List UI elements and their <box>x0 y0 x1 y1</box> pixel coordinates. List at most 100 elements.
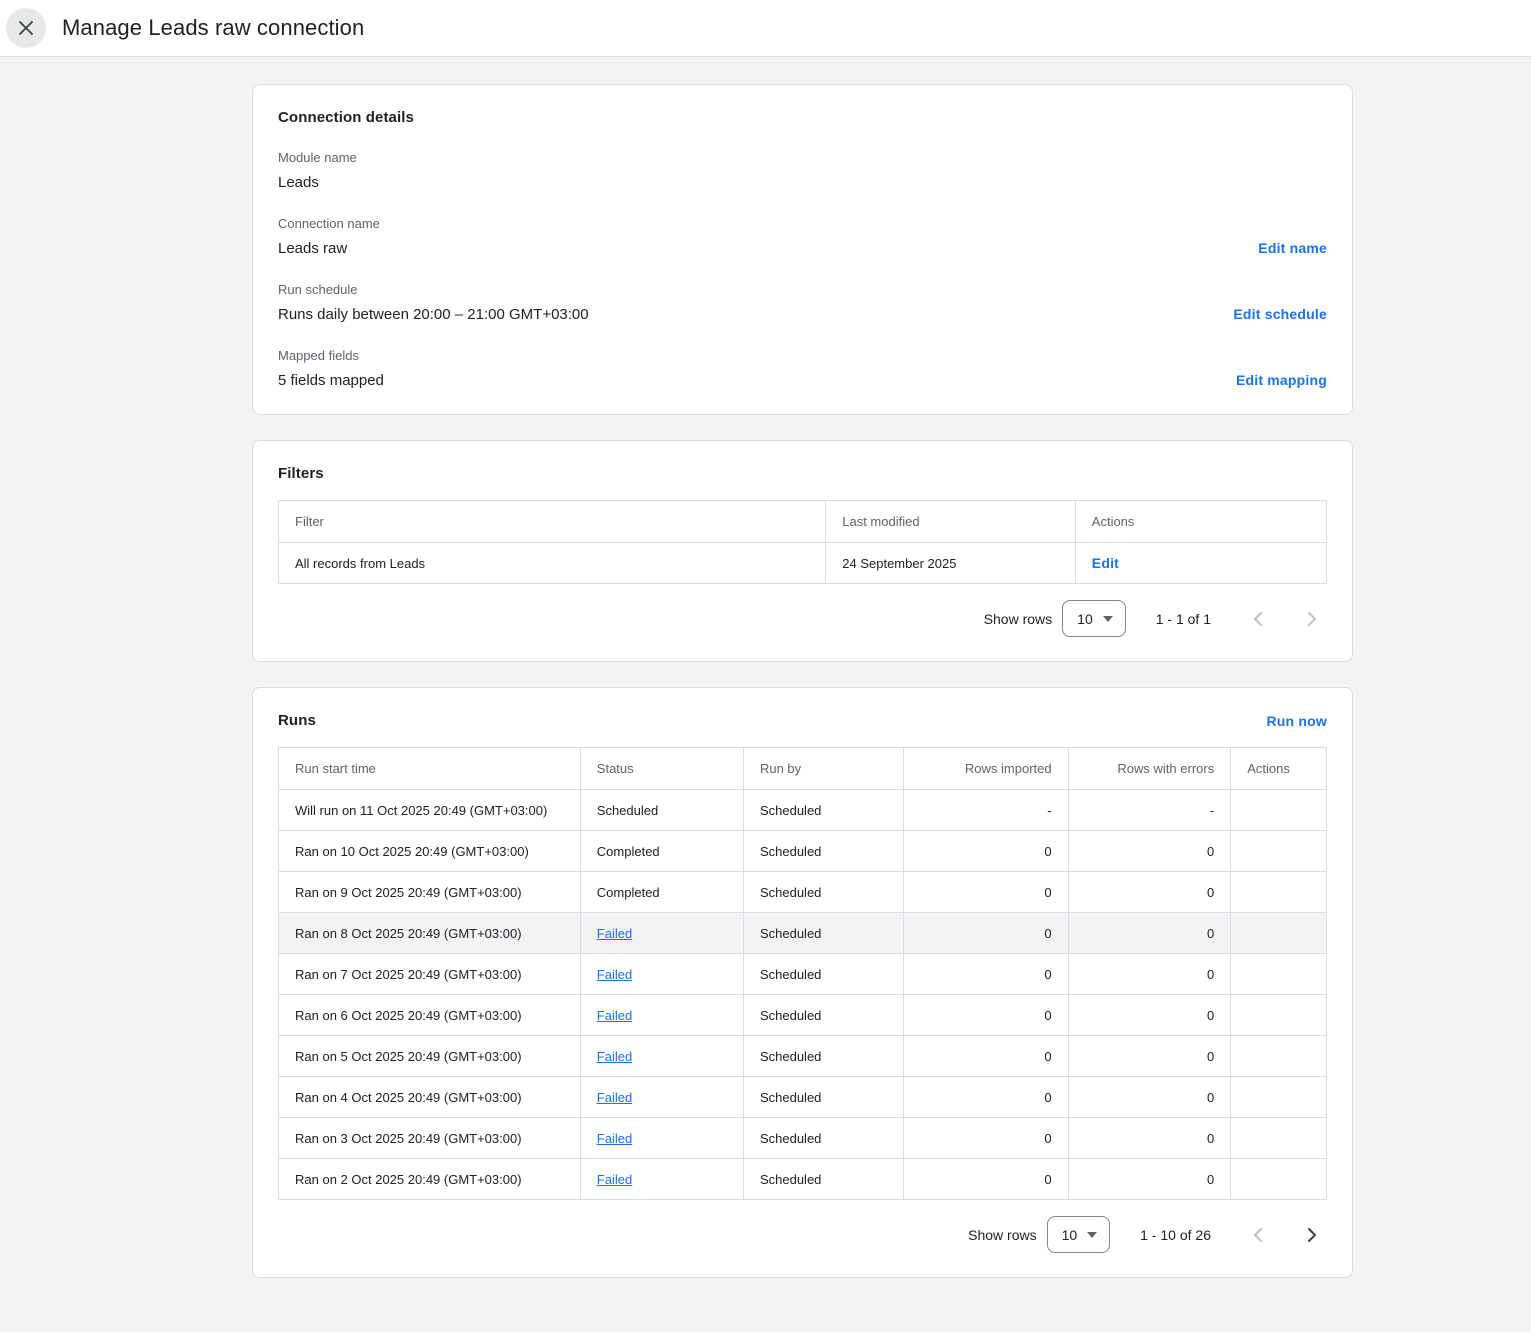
field-value: Leads raw <box>278 240 347 257</box>
field-connection-name: Connection name Leads raw Edit name <box>278 216 1327 258</box>
filters-title: Filters <box>278 465 1327 482</box>
close-button[interactable] <box>6 8 46 48</box>
runs-page-size-select[interactable]: 10 <box>1047 1216 1111 1253</box>
run-by-cell: Scheduled <box>743 1118 903 1159</box>
run-status-failed-link[interactable]: Failed <box>597 1172 632 1187</box>
run-status-cell: Failed <box>580 954 743 995</box>
run-status-failed-link[interactable]: Failed <box>597 1131 632 1146</box>
run-by-cell: Scheduled <box>743 954 903 995</box>
run-by-cell: Scheduled <box>743 831 903 872</box>
show-rows-label: Show rows <box>984 611 1052 627</box>
run-by-cell: Scheduled <box>743 1159 903 1200</box>
rows-with-errors-cell: 0 <box>1068 831 1231 872</box>
rows-with-errors-cell: 0 <box>1068 913 1231 954</box>
filters-page-size-select[interactable]: 10 <box>1062 600 1126 637</box>
chevron-left-icon <box>1251 1227 1265 1243</box>
field-label: Connection name <box>278 216 1327 231</box>
field-module-name: Module name Leads <box>278 150 1327 192</box>
run-actions-cell <box>1231 1036 1327 1077</box>
run-start-time-cell: Ran on 9 Oct 2025 20:49 (GMT+03:00) <box>279 872 581 913</box>
run-status-cell: Scheduled <box>580 790 743 831</box>
run-status-cell: Completed <box>580 831 743 872</box>
rows-with-errors-cell: 0 <box>1068 1077 1231 1118</box>
runs-card: Runs Run now Run start time Status Run b… <box>252 687 1353 1278</box>
run-start-time-cell: Ran on 7 Oct 2025 20:49 (GMT+03:00) <box>279 954 581 995</box>
run-status-cell: Failed <box>580 1036 743 1077</box>
field-value: 5 fields mapped <box>278 372 384 389</box>
rows-imported-cell: 0 <box>904 872 1068 913</box>
run-status-cell: Failed <box>580 1077 743 1118</box>
rows-imported-cell: 0 <box>904 954 1068 995</box>
run-status-failed-link[interactable]: Failed <box>597 1090 632 1105</box>
filters-table-header-row: Filter Last modified Actions <box>279 501 1327 543</box>
edit-schedule-link[interactable]: Edit schedule <box>1233 306 1327 322</box>
rows-with-errors-cell: 0 <box>1068 995 1231 1036</box>
rows-with-errors-cell: 0 <box>1068 1036 1231 1077</box>
run-by-cell: Scheduled <box>743 872 903 913</box>
run-start-time-cell: Ran on 5 Oct 2025 20:49 (GMT+03:00) <box>279 1036 581 1077</box>
rows-imported-cell: 0 <box>904 831 1068 872</box>
run-actions-cell <box>1231 1118 1327 1159</box>
field-label: Mapped fields <box>278 348 1327 363</box>
edit-name-link[interactable]: Edit name <box>1258 240 1327 256</box>
run-status-failed-link[interactable]: Failed <box>597 967 632 982</box>
chevron-down-icon <box>1103 616 1113 622</box>
filters-page-range: 1 - 1 of 1 <box>1156 611 1211 627</box>
run-status-cell: Failed <box>580 995 743 1036</box>
rows-imported-cell: 0 <box>904 1118 1068 1159</box>
run-actions-cell <box>1231 1077 1327 1118</box>
runs-col-actions: Actions <box>1231 748 1327 790</box>
page-size-value: 10 <box>1077 611 1093 627</box>
runs-table-row: Ran on 3 Oct 2025 20:49 (GMT+03:00)Faile… <box>279 1118 1327 1159</box>
runs-title: Runs <box>278 712 316 729</box>
rows-imported-cell: 0 <box>904 995 1068 1036</box>
filters-next-page-button[interactable] <box>1305 611 1319 627</box>
filters-table: Filter Last modified Actions All records… <box>278 500 1327 584</box>
run-status-cell: Failed <box>580 913 743 954</box>
filter-name-cell: All records from Leads <box>279 543 826 584</box>
filters-card: Filters Filter Last modified Actions All… <box>252 440 1353 662</box>
run-status-failed-link[interactable]: Failed <box>597 1049 632 1064</box>
run-actions-cell <box>1231 790 1327 831</box>
rows-imported-cell: 0 <box>904 1159 1068 1200</box>
page-size-value: 10 <box>1062 1227 1078 1243</box>
run-start-time-cell: Will run on 11 Oct 2025 20:49 (GMT+03:00… <box>279 790 581 831</box>
rows-with-errors-cell: 0 <box>1068 872 1231 913</box>
dialog-header: Manage Leads raw connection <box>0 0 1531 57</box>
rows-with-errors-cell: 0 <box>1068 954 1231 995</box>
connection-details-card: Connection details Module name Leads Con… <box>252 84 1353 415</box>
runs-table-row: Ran on 8 Oct 2025 20:49 (GMT+03:00) Faile… <box>279 913 1327 954</box>
show-rows-label: Show rows <box>968 1227 1036 1243</box>
chevron-right-icon <box>1305 611 1319 627</box>
rows-with-errors-cell: 0 <box>1068 1118 1231 1159</box>
runs-col-run-by: Run by <box>743 748 903 790</box>
run-start-time-cell: Ran on 6 Oct 2025 20:49 (GMT+03:00) <box>279 995 581 1036</box>
rows-imported-cell: - <box>904 790 1068 831</box>
run-status-cell: Failed <box>580 1159 743 1200</box>
filters-col-last-modified: Last modified <box>826 501 1076 543</box>
run-status-failed-link[interactable]: Failed <box>597 926 632 941</box>
filters-table-row: All records from Leads24 September 2025 E… <box>279 543 1327 584</box>
runs-table-row: Ran on 2 Oct 2025 20:49 (GMT+03:00)Faile… <box>279 1159 1327 1200</box>
run-start-time-cell: Ran on 8 Oct 2025 20:49 (GMT+03:00) <box>279 913 581 954</box>
runs-next-page-button[interactable] <box>1305 1227 1319 1243</box>
runs-table-header-row: Run start time Status Run by Rows import… <box>279 748 1327 790</box>
close-icon <box>17 19 35 37</box>
run-by-cell: Scheduled <box>743 1077 903 1118</box>
edit-mapping-link[interactable]: Edit mapping <box>1236 372 1327 388</box>
filter-last-modified-cell: 24 September 2025 <box>826 543 1076 584</box>
run-now-link[interactable]: Run now <box>1267 713 1328 729</box>
runs-page-range: 1 - 10 of 26 <box>1140 1227 1211 1243</box>
connection-details-title: Connection details <box>278 109 1327 126</box>
run-actions-cell <box>1231 995 1327 1036</box>
run-by-cell: Scheduled <box>743 995 903 1036</box>
rows-imported-cell: 0 <box>904 1036 1068 1077</box>
run-status-cell: Failed <box>580 1118 743 1159</box>
runs-prev-page-button[interactable] <box>1251 1227 1265 1243</box>
runs-table-row: Ran on 5 Oct 2025 20:49 (GMT+03:00) Faile… <box>279 1036 1327 1077</box>
rows-imported-cell: 0 <box>904 1077 1068 1118</box>
filter-edit-link[interactable]: Edit <box>1092 555 1119 571</box>
filters-prev-page-button[interactable] <box>1251 611 1265 627</box>
run-status-failed-link[interactable]: Failed <box>597 1008 632 1023</box>
run-actions-cell <box>1231 913 1327 954</box>
